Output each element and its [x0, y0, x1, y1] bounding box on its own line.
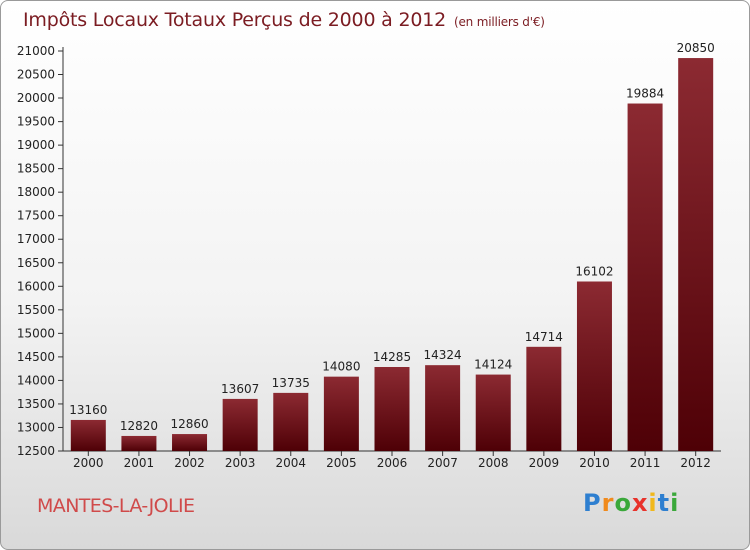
y-tick-label: 18000 [17, 185, 55, 199]
y-tick-label: 14500 [17, 350, 55, 364]
bar [121, 435, 157, 451]
x-tick-label: 2008 [478, 456, 509, 470]
bar [526, 346, 562, 451]
x-tick-label: 2007 [427, 456, 458, 470]
x-tick-label: 2002 [174, 456, 205, 470]
bar-value-label: 14124 [474, 358, 512, 372]
brand-letter: r [601, 489, 615, 517]
brand-letter: i [648, 489, 658, 517]
title-unit: (en milliers d'€) [454, 15, 545, 29]
x-tick-label: 2001 [124, 456, 155, 470]
y-tick-label: 15000 [17, 326, 55, 340]
x-tick-label: 2011 [630, 456, 661, 470]
brand-letter: i [670, 489, 680, 517]
bar-value-label: 20850 [677, 41, 715, 55]
x-tick-label: 2010 [579, 456, 610, 470]
y-tick-label: 17500 [17, 209, 55, 223]
y-tick-label: 19000 [17, 138, 55, 152]
bar-value-label: 16102 [575, 264, 613, 278]
bar-value-label: 12860 [170, 417, 208, 431]
bar [475, 374, 511, 451]
y-tick-label: 15500 [17, 303, 55, 317]
brand-letter: x [631, 489, 649, 517]
y-tick-label: 20500 [17, 68, 55, 82]
y-tick-label: 13500 [17, 397, 55, 411]
bar [576, 281, 612, 451]
bar [273, 392, 309, 451]
bar-value-label: 13607 [221, 382, 259, 396]
bar [678, 58, 714, 451]
y-tick-label: 17000 [17, 232, 55, 246]
x-tick-label: 2006 [377, 456, 408, 470]
x-tick-label: 2003 [225, 456, 256, 470]
bar-value-label: 14324 [424, 348, 462, 362]
y-tick-label: 14000 [17, 373, 55, 387]
y-tick-label: 12500 [17, 444, 55, 458]
bar-value-label: 14080 [322, 360, 360, 374]
x-tick-label: 2004 [275, 456, 306, 470]
proxiti-logo: Proxiti [583, 489, 679, 517]
bar-value-label: 13735 [272, 376, 310, 390]
bar [374, 367, 410, 451]
bar-value-label: 14714 [525, 330, 563, 344]
location-name: MANTES-LA-JOLIE [37, 495, 195, 517]
bar [425, 365, 461, 451]
title-text: Impôts Locaux Totaux Perçus de 2000 à 20… [23, 9, 447, 31]
bar [222, 398, 258, 451]
x-tick-label: 2009 [529, 456, 560, 470]
chart-title: Impôts Locaux Totaux Perçus de 2000 à 20… [23, 9, 545, 31]
bar [323, 376, 359, 451]
bar-value-label: 14285 [373, 350, 411, 364]
bar [70, 419, 106, 451]
bar-value-label: 13160 [69, 403, 107, 417]
brand-letter: P [583, 489, 602, 517]
x-tick-label: 2000 [73, 456, 104, 470]
y-tick-label: 19500 [17, 115, 55, 129]
brand-letter: o [614, 489, 632, 517]
x-tick-label: 2012 [680, 456, 711, 470]
bar-value-label: 12820 [120, 419, 158, 433]
brand-letter: t [657, 489, 671, 517]
bar [172, 434, 208, 451]
y-tick-label: 16000 [17, 279, 55, 293]
y-tick-label: 16500 [17, 256, 55, 270]
y-tick-label: 18500 [17, 162, 55, 176]
bar-value-label: 19884 [626, 87, 664, 101]
bar [627, 103, 663, 452]
y-tick-label: 13000 [17, 420, 55, 434]
x-tick-label: 2005 [326, 456, 357, 470]
y-tick-label: 20000 [17, 91, 55, 105]
y-tick-label: 21000 [17, 44, 55, 58]
